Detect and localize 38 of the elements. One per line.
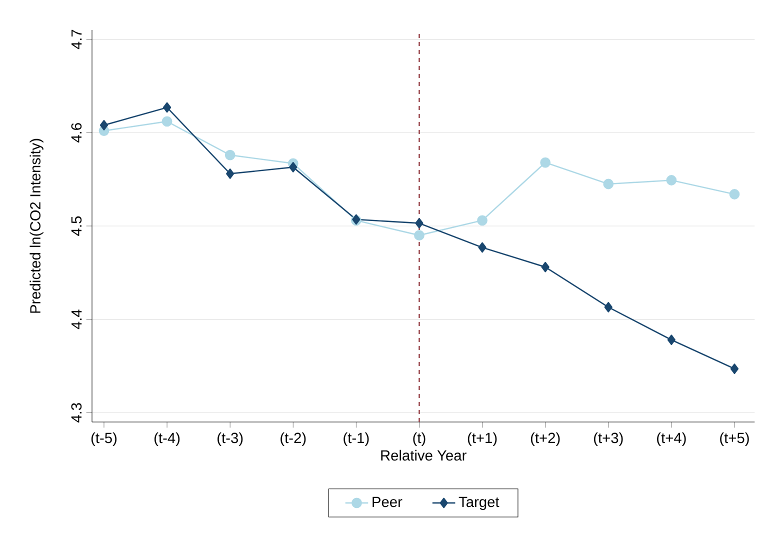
- x-tick-label: (t-1): [344, 432, 369, 446]
- x-tick-label: (t-2): [280, 432, 306, 446]
- y-tick-label: 4.6: [71, 123, 82, 143]
- point: [162, 116, 172, 127]
- x-tick-label: (t+5): [720, 432, 749, 446]
- point: [478, 242, 486, 253]
- point: [730, 364, 739, 374]
- x-tick-label: (t+4): [657, 432, 686, 446]
- point: [226, 168, 234, 179]
- legend-label: Peer: [372, 496, 402, 508]
- point: [100, 120, 108, 130]
- point: [415, 218, 424, 228]
- point: [289, 162, 298, 172]
- x-tick-label: (t+1): [468, 432, 497, 446]
- point: [540, 157, 551, 168]
- y-axis-title: Predicted ln(CO2 Intensity): [30, 138, 44, 313]
- point: [603, 178, 614, 190]
- point: [477, 215, 488, 226]
- point: [604, 302, 612, 312]
- x-tick-label: (t+3): [594, 432, 623, 446]
- y-tick-label: 4.3: [71, 403, 82, 423]
- x-tick-label: (t-5): [91, 432, 117, 446]
- y-tick-label: 4.5: [71, 216, 82, 236]
- point: [666, 175, 677, 186]
- x-axis-title: Relative Year: [381, 450, 466, 461]
- x-tick-label: (t): [413, 432, 426, 446]
- point: [224, 150, 236, 160]
- point: [162, 102, 172, 113]
- y-tick-label: 4.7: [72, 30, 82, 50]
- legend-label: Target: [458, 496, 500, 510]
- x-tick-label: (t-3): [218, 432, 243, 446]
- y-tick-label: 4.4: [72, 310, 82, 330]
- x-tick-label: (t+2): [530, 432, 560, 446]
- point: [667, 334, 676, 346]
- point: [729, 189, 740, 200]
- point: [541, 262, 550, 272]
- point: [414, 230, 424, 241]
- x-tick-label: (t-4): [154, 432, 180, 446]
